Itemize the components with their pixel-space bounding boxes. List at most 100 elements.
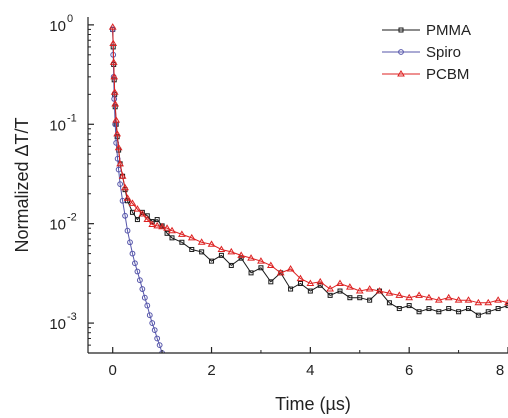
legend-label: PMMA <box>426 22 471 39</box>
pcbm-point <box>336 279 344 287</box>
pmma-point <box>327 292 333 298</box>
spiro-point <box>156 342 163 349</box>
pcbm-point <box>326 285 335 292</box>
pmma-point <box>367 297 373 303</box>
pmma-point <box>495 306 501 312</box>
pcbm-point <box>116 159 125 167</box>
pmma-point <box>209 258 215 264</box>
pcbm-point <box>108 23 117 30</box>
pcbm-point <box>276 268 285 276</box>
pmma-point <box>154 217 160 223</box>
pcbm-point <box>109 58 118 65</box>
legend-item-pmma: PMMA <box>382 22 471 39</box>
pmma-point <box>416 309 422 315</box>
pmma-point <box>288 286 294 292</box>
series-pcbm <box>108 23 508 306</box>
pcbm-point <box>355 287 364 294</box>
series-spiro <box>109 26 166 353</box>
pcbm-point <box>148 220 157 228</box>
pcbm-point <box>365 285 374 292</box>
legend-label: PCBM <box>426 66 469 83</box>
pcbm-point <box>306 279 315 287</box>
pcbm-point <box>168 226 176 234</box>
y-tick-label: 10 <box>49 18 66 35</box>
pmma-point <box>396 306 402 312</box>
pmma-point <box>297 281 303 287</box>
pmma-point <box>317 282 323 288</box>
pmma-point <box>134 217 140 223</box>
pmma-point <box>218 252 224 258</box>
pcbm-point <box>434 296 443 303</box>
spiro-point <box>117 181 124 188</box>
spiro-point <box>129 250 136 257</box>
pmma-point <box>189 246 195 252</box>
spiro-point <box>122 212 128 219</box>
x-tick-label: 2 <box>207 362 215 379</box>
spiro-point <box>139 286 146 292</box>
pcbm-point <box>345 283 354 290</box>
y-tick-exponent: -3 <box>67 311 77 323</box>
pmma-point <box>485 309 491 315</box>
pcbm-point <box>494 296 503 303</box>
pcbm-point <box>415 291 423 298</box>
pcbm-point <box>143 215 152 223</box>
pmma-point <box>426 306 432 312</box>
pcbm-point <box>207 240 216 247</box>
spiro-point <box>154 335 161 342</box>
pcbm-point <box>177 230 186 237</box>
y-tick-exponent: -2 <box>67 212 77 224</box>
pcbm-point <box>266 261 275 268</box>
legend-pcbm-point <box>397 70 405 77</box>
pmma-point <box>386 300 392 306</box>
pcbm-point <box>197 238 206 245</box>
pmma-point <box>164 230 170 236</box>
y-tick-label: 10 <box>49 316 66 333</box>
legend-pmma-point <box>398 27 404 33</box>
pcbm-point <box>163 224 171 231</box>
series-line-spiro <box>112 29 163 353</box>
pcbm-point <box>474 298 483 306</box>
spiro-point <box>111 95 118 102</box>
spiro-point <box>149 320 156 326</box>
pmma-point <box>179 239 185 245</box>
pcbm-point <box>227 247 236 255</box>
pcbm-point <box>187 233 196 241</box>
pcbm-point <box>385 289 394 296</box>
pmma-point <box>406 303 412 309</box>
spiro-point <box>141 294 148 301</box>
pcbm-point <box>444 293 453 301</box>
x-tick-label: 6 <box>405 362 413 379</box>
y-tick-label: 10 <box>49 217 66 234</box>
pcbm-point <box>454 296 463 303</box>
spiro-point <box>151 327 158 333</box>
pcbm-point <box>138 210 147 217</box>
pmma-point <box>436 309 442 315</box>
pmma-point <box>268 279 274 285</box>
spiro-point <box>144 302 151 309</box>
pcbm-point <box>464 296 473 303</box>
pmma-point <box>347 295 353 301</box>
pcbm-point <box>217 245 226 252</box>
pmma-point <box>307 288 313 294</box>
pmma-point <box>199 249 205 255</box>
y-tick-exponent: -1 <box>67 112 77 124</box>
pmma-point <box>248 270 254 276</box>
pmma-point <box>337 288 343 294</box>
pcbm-point <box>286 265 295 272</box>
pcbm-point <box>296 274 305 282</box>
pcbm-point <box>128 199 137 206</box>
spiro-point <box>124 227 131 234</box>
x-axis-title: Time (µs) <box>275 394 351 414</box>
x-tick-label: 8 <box>496 362 504 379</box>
spiro-point <box>127 239 133 246</box>
spiro-point <box>136 277 143 284</box>
spiro-point <box>146 312 153 319</box>
pmma-point <box>129 209 135 215</box>
pcbm-point <box>316 277 325 285</box>
pcbm-point <box>110 88 119 95</box>
pcbm-point <box>153 221 162 229</box>
pcbm-point <box>484 298 493 306</box>
pcbm-point <box>111 100 120 107</box>
